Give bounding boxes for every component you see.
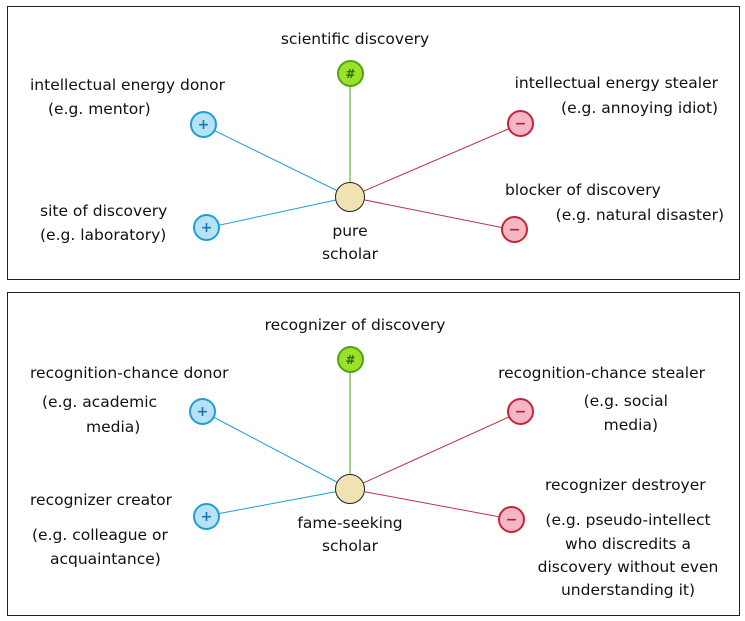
right-lower-label-line4: discovery without even [537, 558, 719, 576]
edge-center-to-right-lower [349, 488, 512, 520]
right-upper-label-line2: (e.g. social [583, 392, 668, 410]
hash-icon: # [337, 346, 364, 373]
right-upper-label-line1: intellectual energy stealer [514, 74, 718, 92]
right-upper-label-line3: media) [603, 416, 658, 434]
center-label-line1: pure [332, 222, 368, 240]
left-upper-label-line3: media) [86, 418, 141, 436]
minus-icon: − [498, 506, 525, 533]
edge-center-to-left-lower [205, 196, 351, 229]
left-upper-label-line2: (e.g. mentor) [48, 100, 151, 118]
left-upper-label-line1: recognition-chance donor [30, 364, 229, 382]
right-lower-label-line2: (e.g. pseudo-intellect [545, 511, 711, 529]
left-lower-label-line1: site of discovery [40, 202, 168, 220]
edge-center-to-right-lower [349, 196, 515, 231]
minus-icon: − [507, 110, 534, 137]
right-lower-label-line2: (e.g. natural disaster) [555, 206, 724, 224]
edge-center-to-left-upper [201, 410, 351, 490]
left-upper-label-line2: (e.g. academic [42, 393, 158, 411]
left-lower-label-line2: (e.g. laboratory) [40, 226, 167, 244]
center-label-line1: fame-seeking [297, 514, 403, 532]
top-node-label: recognizer of discovery [264, 316, 446, 334]
edge-center-to-left-upper [202, 124, 351, 198]
plus-icon: + [190, 111, 217, 138]
plus-icon: + [193, 214, 220, 241]
minus-icon: − [507, 398, 534, 425]
right-upper-label-line1: recognition-chance stealer [498, 364, 705, 382]
center-label-line2: scholar [321, 537, 379, 555]
plus-icon: + [193, 503, 220, 530]
right-upper-label-line2: (e.g. annoying idiot) [561, 99, 718, 117]
edge-center-to-left-lower [205, 488, 351, 517]
right-lower-label-line3: who discredits a [565, 535, 691, 553]
center-node-pure-scholar [335, 182, 365, 212]
left-lower-label-line3: acquaintance) [50, 550, 161, 568]
top-node-label: scientific discovery [280, 30, 430, 48]
edge-center-to-right-upper [349, 123, 521, 198]
left-upper-label-line1: intellectual energy donor [30, 76, 225, 94]
edge-center-to-right-upper [349, 411, 521, 490]
left-lower-label-line1: recognizer creator [30, 491, 173, 509]
minus-icon: − [501, 216, 528, 243]
diagram-panel-pure-scholar: # + + − − scientific discovery intellect… [7, 6, 740, 280]
right-lower-label-line1: blocker of discovery [505, 181, 661, 199]
right-lower-label-line5: understanding it) [560, 581, 696, 599]
diagram-panel-fame-seeking-scholar: # + + − − recognizer of discovery recogn… [7, 292, 740, 616]
plus-icon: + [189, 398, 216, 425]
edges-fame-seeking-scholar [201, 360, 521, 520]
center-node-fame-seeking-scholar [335, 474, 365, 504]
edges-pure-scholar [202, 74, 521, 231]
right-lower-label-line1: recognizer destroyer [545, 476, 706, 494]
center-label-line2: scholar [321, 245, 379, 263]
left-lower-label-line2: (e.g. colleague or [32, 526, 168, 544]
hash-icon: # [337, 60, 364, 87]
